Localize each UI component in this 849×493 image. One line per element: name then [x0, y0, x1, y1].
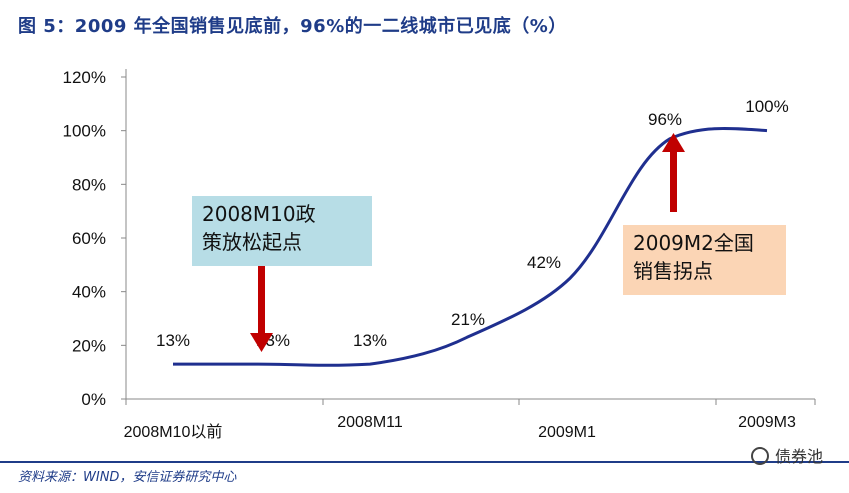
- data-label: 42%: [527, 253, 561, 272]
- wechat-icon: [750, 447, 769, 465]
- y-tick-label: 20%: [72, 336, 106, 355]
- annotation-policy-easing-line2: 策放松起点: [202, 230, 302, 254]
- annotation-sales-turning-point-line1: 2009M2全国: [633, 231, 754, 255]
- annotation-policy-easing-line1: 2008M10政: [202, 202, 316, 226]
- data-label: 13%: [353, 331, 387, 350]
- arrow-down-icon: [250, 333, 273, 352]
- y-tick-label: 40%: [72, 283, 106, 302]
- watermark-text: 债券池: [774, 447, 823, 466]
- annotation-policy-easing: 2008M10政 策放松起点: [192, 196, 372, 266]
- y-tick-label: 60%: [72, 229, 106, 248]
- x-tick-label: 2009M3: [738, 414, 796, 431]
- arrow-up-shaft: [670, 150, 677, 212]
- data-label: 96%: [648, 110, 682, 129]
- x-tick-label: 2008M11: [337, 414, 403, 431]
- y-tick-label: 80%: [72, 175, 106, 194]
- annotation-sales-turning-point: 2009M2全国 销售拐点: [623, 225, 786, 295]
- x-tick-label: 2009M1: [538, 424, 596, 441]
- annotation-sales-turning-point-line2: 销售拐点: [633, 259, 713, 283]
- data-label: 100%: [745, 97, 788, 116]
- arrow-down-shaft: [258, 258, 265, 336]
- data-label: 13%: [156, 331, 190, 350]
- source-note: 资料来源：WIND，安信证券研究中心: [18, 470, 237, 485]
- y-tick-label: 0%: [81, 390, 106, 409]
- arrow-up-icon: [662, 133, 685, 152]
- data-label: 21%: [451, 310, 485, 329]
- y-tick-label: 120%: [63, 68, 106, 87]
- y-tick-label: 100%: [63, 122, 106, 141]
- watermark: 债券池: [750, 443, 823, 467]
- footer-divider: [0, 461, 849, 463]
- x-tick-label: 2008M10以前: [124, 423, 223, 441]
- page-title: 图 5：2009 年全国销售见底前，96%的一二线城市已见底（%）: [18, 16, 567, 37]
